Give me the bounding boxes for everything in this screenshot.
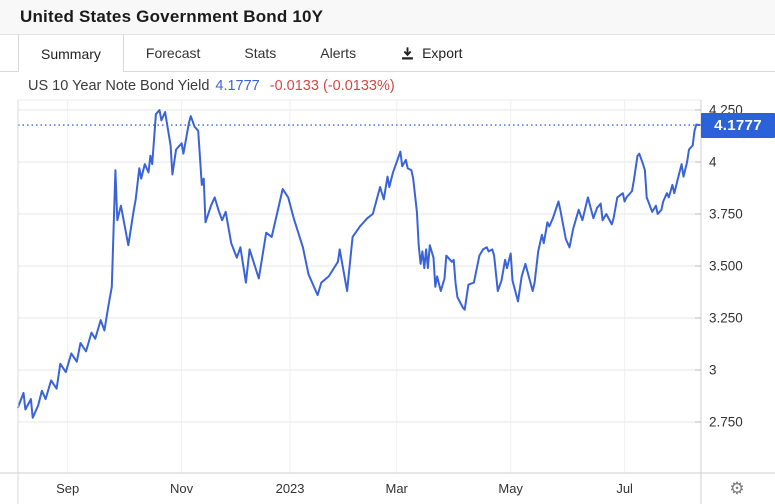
- yield-series-line: [17, 109, 701, 419]
- current-price-badge-value: 4.1777: [714, 117, 762, 134]
- export-label: Export: [422, 45, 463, 61]
- x-axis-label: May: [498, 481, 523, 496]
- current-price-badge: 4.1777: [701, 113, 775, 138]
- x-axis-label: Nov: [170, 481, 194, 496]
- tab-stats[interactable]: Stats: [222, 35, 298, 71]
- x-axis-label: Sep: [56, 481, 79, 496]
- tab-alerts[interactable]: Alerts: [298, 35, 378, 71]
- y-axis-label: 2.750: [709, 415, 743, 430]
- tab-bar: Summary Forecast Stats Alerts Export: [0, 35, 775, 72]
- price-change: -0.0133 (-0.0133%): [269, 78, 395, 94]
- y-axis-label: 3.750: [709, 207, 743, 222]
- instrument-name: US 10 Year Note Bond Yield: [28, 78, 210, 94]
- x-axis-label: 2023: [276, 481, 305, 496]
- download-tray-icon: [400, 46, 415, 61]
- page-title: United States Government Bond 10Y: [20, 7, 324, 26]
- quote-line: US 10 Year Note Bond Yield 4.1777 -0.013…: [28, 72, 395, 100]
- header-bar: United States Government Bond 10Y: [0, 0, 775, 35]
- export-button[interactable]: Export: [378, 35, 484, 71]
- y-axis-label: 3.250: [709, 311, 743, 326]
- x-axis-label: Jul: [616, 481, 633, 496]
- tab-stats-label: Stats: [244, 45, 277, 61]
- y-axis-label: 4: [709, 155, 717, 170]
- tab-forecast[interactable]: Forecast: [124, 35, 222, 71]
- y-axis-label: 3: [709, 363, 717, 378]
- tab-alerts-label: Alerts: [320, 45, 357, 61]
- tab-summary[interactable]: Summary: [18, 35, 124, 72]
- last-price: 4.1777: [215, 78, 260, 94]
- gear-icon[interactable]: ⚙: [729, 479, 745, 498]
- x-axis-label: Mar: [385, 481, 408, 496]
- tab-forecast-label: Forecast: [145, 45, 201, 61]
- tab-summary-label: Summary: [41, 45, 101, 62]
- y-axis-label: 3.500: [709, 259, 743, 274]
